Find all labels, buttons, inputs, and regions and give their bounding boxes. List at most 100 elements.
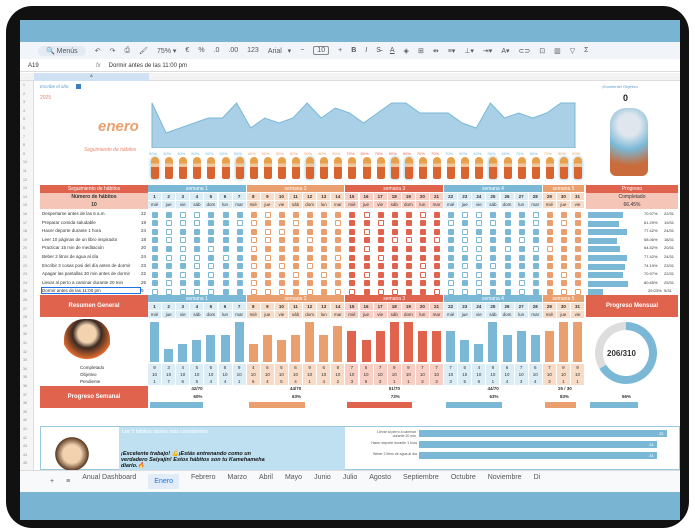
- checkbox-unchecked[interactable]: [335, 288, 342, 295]
- habit-name[interactable]: Llevar al perro a caminar durante 20 min: [42, 279, 124, 285]
- checkbox-checked[interactable]: [448, 228, 455, 235]
- checkbox-unchecked[interactable]: [293, 271, 299, 278]
- checkbox-checked[interactable]: [194, 271, 201, 278]
- checkbox-unchecked[interactable]: [264, 237, 271, 244]
- checkbox-checked[interactable]: [560, 211, 567, 218]
- row-number[interactable]: 33: [23, 358, 27, 363]
- checkbox-checked[interactable]: [152, 271, 158, 278]
- checkbox-checked[interactable]: [575, 237, 581, 244]
- font-select[interactable]: Arial ▾: [267, 47, 292, 55]
- checkbox-checked[interactable]: [349, 228, 356, 235]
- checkbox-checked[interactable]: [490, 237, 497, 244]
- checkbox-unchecked[interactable]: [250, 263, 257, 270]
- checkbox-unchecked[interactable]: [321, 271, 328, 278]
- row-number[interactable]: 22: [23, 263, 27, 268]
- checkbox-checked[interactable]: [377, 237, 384, 244]
- checkbox-checked[interactable]: [419, 220, 426, 227]
- checkbox-unchecked[interactable]: [518, 288, 525, 295]
- checkbox-checked[interactable]: [518, 211, 525, 218]
- checkbox-unchecked[interactable]: [532, 211, 539, 218]
- checkbox-checked[interactable]: [321, 280, 328, 287]
- checkbox-checked[interactable]: [321, 263, 328, 270]
- checkbox-checked[interactable]: [405, 263, 412, 270]
- checkbox-checked[interactable]: [490, 280, 497, 287]
- checkbox-unchecked[interactable]: [166, 228, 173, 235]
- checkbox-checked[interactable]: [250, 228, 257, 235]
- checkbox-checked[interactable]: [293, 237, 299, 244]
- checkbox-unchecked[interactable]: [208, 271, 215, 278]
- checkbox-unchecked[interactable]: [166, 280, 173, 287]
- checkbox-checked[interactable]: [307, 228, 314, 235]
- checkbox-checked[interactable]: [504, 271, 511, 278]
- row-number[interactable]: 36: [23, 384, 27, 388]
- checkbox-unchecked[interactable]: [264, 254, 271, 261]
- row-number[interactable]: 25: [23, 289, 27, 294]
- checkbox-checked[interactable]: [504, 211, 511, 218]
- checkbox-checked[interactable]: [264, 220, 271, 227]
- row-number[interactable]: 16: [23, 212, 27, 216]
- checkbox-unchecked[interactable]: [560, 288, 567, 295]
- checkbox-checked[interactable]: [434, 220, 440, 227]
- checkbox-checked[interactable]: [419, 245, 426, 252]
- checkbox-checked[interactable]: [546, 288, 553, 295]
- checkbox-unchecked[interactable]: [377, 288, 384, 295]
- row-number[interactable]: 40: [23, 418, 27, 423]
- checkbox-unchecked[interactable]: [391, 288, 398, 295]
- checkbox-checked[interactable]: [518, 220, 525, 227]
- checkbox-checked[interactable]: [222, 271, 229, 278]
- row-number[interactable]: 31: [23, 341, 27, 345]
- checkbox-checked[interactable]: [278, 254, 285, 261]
- checkbox-checked[interactable]: [264, 245, 271, 252]
- checkbox-checked[interactable]: [278, 280, 285, 287]
- checkbox-checked[interactable]: [236, 237, 243, 244]
- checkbox-checked[interactable]: [391, 254, 398, 261]
- checkbox-unchecked[interactable]: [278, 263, 285, 270]
- column-a-header[interactable]: A: [34, 73, 149, 81]
- checkbox-checked[interactable]: [462, 220, 469, 227]
- checkbox-checked[interactable]: [434, 228, 440, 235]
- checkbox-unchecked[interactable]: [476, 220, 483, 227]
- checkbox-checked[interactable]: [391, 220, 398, 227]
- row-number[interactable]: 13: [23, 186, 27, 191]
- checkbox-checked[interactable]: [518, 271, 525, 278]
- checkbox-unchecked[interactable]: [264, 288, 271, 295]
- checkbox-unchecked[interactable]: [180, 220, 187, 227]
- row-number[interactable]: 41: [23, 427, 27, 431]
- checkbox-checked[interactable]: [236, 271, 243, 278]
- checkbox-checked[interactable]: [264, 263, 271, 270]
- checkbox-checked[interactable]: [152, 228, 158, 235]
- checkbox-checked[interactable]: [546, 280, 553, 287]
- checkbox-unchecked[interactable]: [462, 245, 469, 252]
- checkbox-checked[interactable]: [448, 263, 455, 270]
- checkbox-checked[interactable]: [377, 211, 384, 218]
- checkbox-checked[interactable]: [405, 254, 412, 261]
- checkbox-unchecked[interactable]: [264, 228, 271, 235]
- checkbox-checked[interactable]: [490, 254, 497, 261]
- checkbox-unchecked[interactable]: [166, 237, 173, 244]
- checkbox-unchecked[interactable]: [250, 245, 257, 252]
- checkbox-unchecked[interactable]: [476, 211, 483, 218]
- checkbox-unchecked[interactable]: [250, 288, 257, 295]
- checkbox-checked[interactable]: [504, 280, 511, 287]
- checkbox-unchecked[interactable]: [532, 245, 539, 252]
- increase-decimal-button[interactable]: .00: [228, 47, 239, 54]
- checkbox-checked[interactable]: [391, 280, 398, 287]
- tab-septiembre[interactable]: Septiembre: [403, 474, 439, 481]
- checkbox-checked[interactable]: [236, 228, 243, 235]
- checkbox-checked[interactable]: [293, 245, 299, 252]
- checkbox-checked[interactable]: [546, 211, 553, 218]
- checkbox-unchecked[interactable]: [208, 245, 215, 252]
- checkbox-checked[interactable]: [377, 280, 384, 287]
- checkbox-checked[interactable]: [504, 220, 511, 227]
- redo-icon[interactable]: ↷: [109, 47, 116, 55]
- checkbox-checked[interactable]: [504, 228, 511, 235]
- checkbox-checked[interactable]: [321, 254, 328, 261]
- checkbox-checked[interactable]: [560, 254, 567, 261]
- checkbox-checked[interactable]: [307, 271, 314, 278]
- checkbox-unchecked[interactable]: [462, 271, 469, 278]
- checkbox-checked[interactable]: [434, 271, 440, 278]
- checkbox-checked[interactable]: [434, 263, 440, 270]
- checkbox-unchecked[interactable]: [504, 245, 511, 252]
- checkbox-checked[interactable]: [448, 271, 455, 278]
- checkbox-checked[interactable]: [152, 245, 158, 252]
